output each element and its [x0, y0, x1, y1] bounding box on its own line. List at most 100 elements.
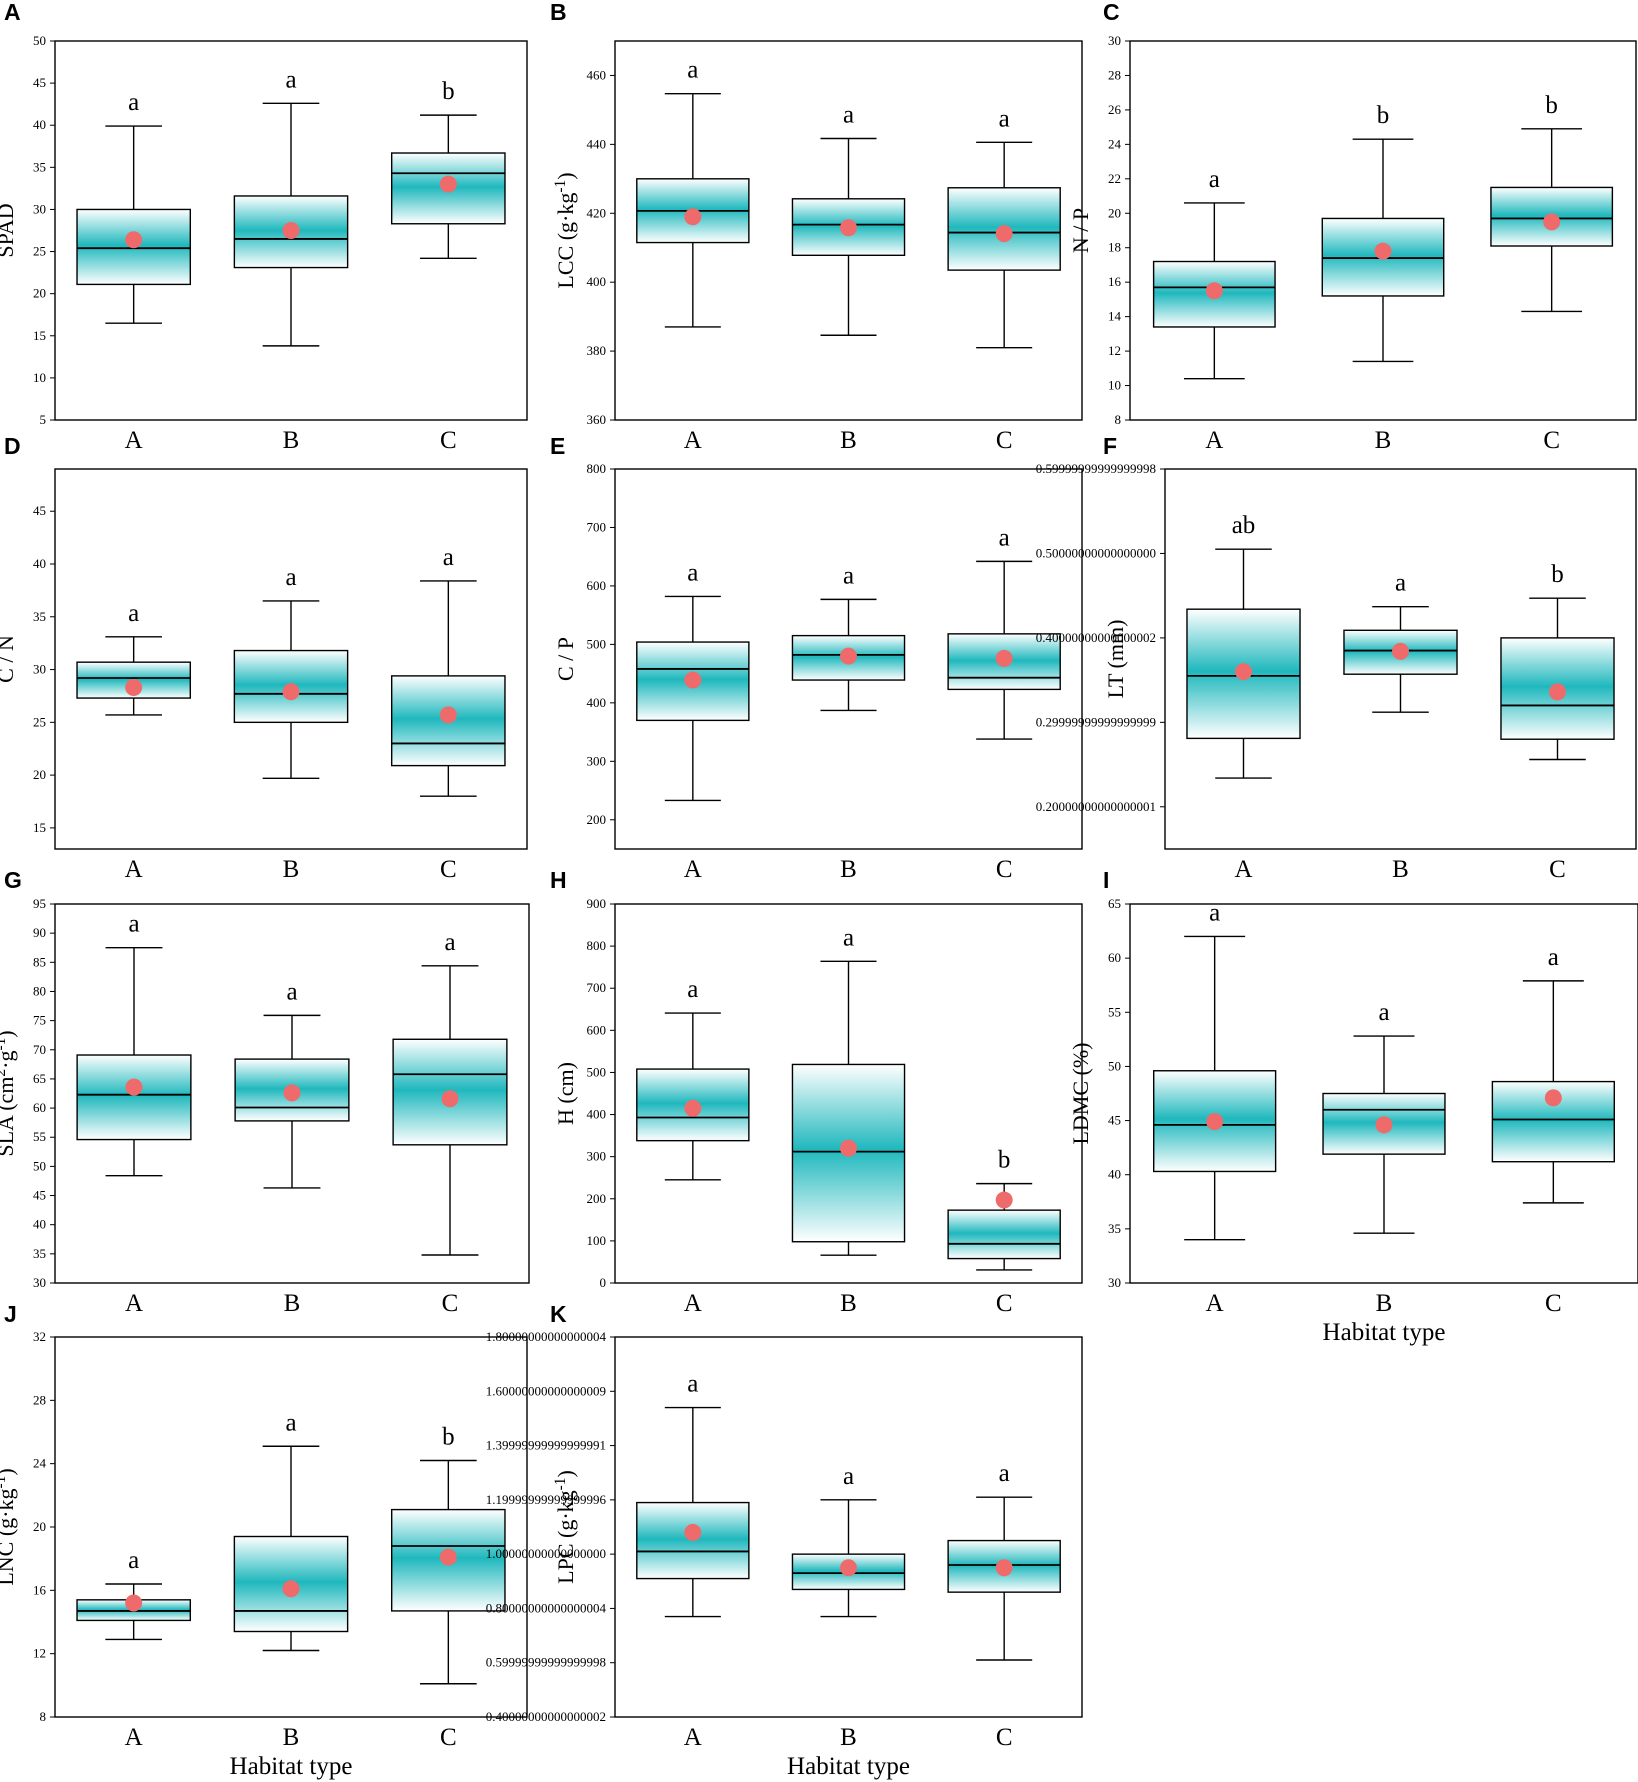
mean-marker: [1392, 642, 1409, 660]
x-category-label: A: [125, 856, 143, 883]
significance-letter: a: [687, 1371, 698, 1398]
mean-marker: [439, 175, 457, 193]
panel-letter: K: [550, 1301, 567, 1327]
mean-marker: [1375, 1116, 1393, 1134]
y-tick-label: 55: [1108, 1004, 1121, 1019]
x-category-label: B: [283, 427, 300, 454]
y-tick-label: 32: [33, 1329, 46, 1344]
y-axis-title: LT (mm): [1103, 620, 1128, 699]
y-tick-label: 65: [1108, 896, 1121, 911]
y-tick-label: 75: [33, 1013, 46, 1028]
box-b: aB: [233, 1409, 349, 1751]
panel-letter: B: [550, 0, 567, 25]
y-tick-label: 360: [587, 412, 607, 427]
box-a: aA: [76, 89, 192, 454]
y-tick-label: 40: [33, 117, 46, 132]
y-tick-label: 200: [587, 812, 607, 827]
y-tick-label: 400: [587, 1107, 607, 1122]
y-tick-label: 14: [1108, 309, 1122, 324]
y-tick-label: 30: [33, 662, 46, 677]
mean-marker: [684, 208, 702, 226]
y-tick-label: 20: [33, 286, 46, 301]
significance-letter: a: [285, 1409, 296, 1436]
box-a: aA: [1153, 899, 1277, 1317]
x-category-label: C: [440, 427, 457, 454]
significance-letter: a: [999, 1460, 1010, 1487]
y-tick-label: 50: [33, 33, 46, 48]
x-axis-title: Habitat type: [787, 1753, 910, 1780]
x-category-label: B: [840, 1290, 857, 1317]
y-tick-label: 600: [587, 1022, 607, 1037]
x-category-label: C: [996, 1290, 1013, 1317]
x-category-label: B: [283, 1724, 300, 1751]
significance-letter: ab: [1232, 512, 1256, 539]
significance-letter: a: [1209, 166, 1220, 193]
panel-letter: H: [550, 867, 567, 893]
y-tick-label: 40: [33, 556, 46, 571]
box-c: aC: [390, 544, 506, 883]
box-a: ab A: [1186, 512, 1301, 883]
mean-marker: [1206, 1113, 1224, 1131]
plot-frame: [54, 468, 528, 850]
significance-letter: b: [1551, 561, 1564, 588]
x-axis-title: Habitat type: [1323, 1319, 1446, 1346]
y-tick-label: 800: [587, 938, 607, 953]
y-tick-label: 50: [33, 1158, 46, 1173]
mean-marker: [125, 679, 143, 696]
significance-letter: a: [999, 524, 1010, 551]
box-b: bB: [1321, 102, 1445, 454]
mean-marker: [1549, 683, 1566, 701]
iqr-box: [636, 641, 750, 722]
y-tick-label: 8: [40, 1709, 47, 1724]
significance-letter: a: [444, 929, 455, 956]
y-tick-label: 80: [33, 983, 46, 998]
box-b: aB: [1322, 999, 1446, 1317]
mean-marker: [125, 1078, 143, 1096]
mean-marker: [840, 1559, 857, 1577]
y-tick-label: 10: [1108, 378, 1121, 393]
y-tick-label: 500: [587, 1064, 607, 1079]
x-category-label: C: [442, 1290, 459, 1317]
x-category-label: B: [840, 856, 857, 883]
significance-letter: b: [442, 1424, 455, 1451]
y-axis-title: C / P: [553, 637, 578, 681]
significance-letter: a: [1395, 570, 1406, 597]
y-tick-label: 20: [33, 767, 46, 782]
x-category-label: A: [684, 856, 702, 883]
y-tick-label: 400: [587, 274, 607, 289]
y-tick-label: 35: [1108, 1221, 1121, 1236]
mean-marker: [840, 647, 857, 665]
y-tick-label: 25: [33, 244, 46, 259]
significance-letter: a: [843, 924, 854, 951]
y-tick-label: 200: [587, 1191, 607, 1206]
y-tick-label: 0.20000000000000001: [1036, 799, 1156, 814]
y-tick-label: 65: [33, 1071, 46, 1086]
y-axis-title: SPAD: [0, 203, 18, 257]
mean-marker: [1205, 282, 1223, 300]
panel-letter: J: [4, 1301, 17, 1327]
y-tick-label: 900: [587, 896, 607, 911]
y-tick-label: 28: [1108, 67, 1121, 82]
mean-marker: [441, 1090, 459, 1108]
significance-letter: a: [128, 89, 139, 116]
x-category-label: B: [840, 427, 857, 454]
mean-marker: [995, 1191, 1013, 1209]
y-tick-label: 1.00000000000000000: [486, 1546, 606, 1561]
box-c: aC: [392, 929, 508, 1317]
y-tick-label: 460: [587, 67, 607, 82]
x-category-label: B: [1376, 1290, 1393, 1317]
x-category-label: C: [1549, 856, 1566, 883]
panel-f: F 0.20000000000000001 0.29999999999999999 0…: [1036, 433, 1637, 883]
box-a: aA: [1152, 166, 1276, 454]
y-tick-label: 16: [1108, 274, 1122, 289]
mean-marker: [995, 1559, 1013, 1577]
panel-letter: E: [550, 433, 565, 459]
y-tick-label: 700: [587, 519, 607, 534]
box-a: aA: [636, 976, 750, 1317]
x-category-label: C: [1545, 1290, 1562, 1317]
y-tick-label: 1.80000000000000004: [486, 1329, 607, 1344]
x-category-label: A: [125, 1724, 143, 1751]
plot-frame: [1129, 903, 1638, 1284]
y-tick-label: 700: [587, 980, 607, 995]
